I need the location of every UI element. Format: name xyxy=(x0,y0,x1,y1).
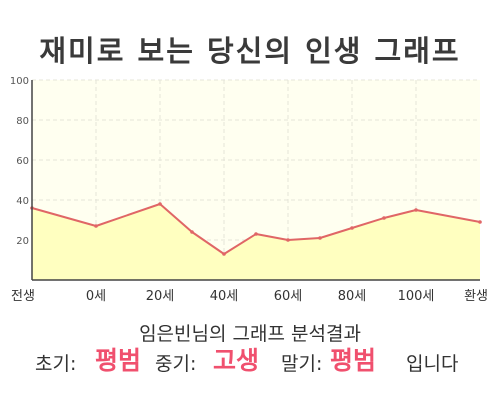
data-point-9 xyxy=(382,216,386,220)
middle-value: 고생 xyxy=(213,346,260,375)
middle-label: 중기: xyxy=(155,353,197,375)
data-point-5 xyxy=(254,232,258,236)
chart-title: 재미로 보는 당신의 인생 그래프 xyxy=(39,34,461,68)
x-tick-label: 100세 xyxy=(398,289,435,304)
data-point-8 xyxy=(350,226,354,230)
y-tick-label: 100 xyxy=(10,76,29,87)
data-point-7 xyxy=(318,236,322,240)
analysis-caption: 임은빈님의 그래프 분석결과 xyxy=(139,323,361,345)
x-tick-label: 0세 xyxy=(86,289,106,304)
y-tick-label: 60 xyxy=(16,156,29,167)
early-label: 초기: xyxy=(35,353,77,375)
y-tick-label: 80 xyxy=(16,116,29,127)
data-point-6 xyxy=(286,238,290,242)
life-line xyxy=(31,203,481,255)
data-point-2 xyxy=(158,202,162,206)
early-value: 평범 xyxy=(95,346,142,375)
x-tick-labels: 전생 0세 20세 40세 60세 80세 100세 환생 xyxy=(11,289,488,304)
y-tick-label: 20 xyxy=(16,236,29,247)
x-tick-label: 전생 xyxy=(11,289,35,304)
x-tick-label: 80세 xyxy=(338,289,367,304)
data-point-11 xyxy=(478,220,482,224)
y-tick-label: 40 xyxy=(16,196,29,207)
x-tick-label: 40세 xyxy=(210,289,239,304)
late-label: 말기: xyxy=(281,353,323,375)
ending-text: 입니다 xyxy=(406,353,459,375)
data-point-1 xyxy=(94,224,98,228)
x-tick-label: 20세 xyxy=(146,289,175,304)
late-value: 평범 xyxy=(330,346,377,375)
x-tick-label: 환생 xyxy=(464,289,488,304)
data-point-10 xyxy=(414,208,418,212)
data-points xyxy=(30,202,482,256)
y-tick-labels: 100 80 60 40 20 xyxy=(10,76,29,247)
x-tick-label: 60세 xyxy=(274,289,303,304)
data-point-3 xyxy=(190,230,194,234)
data-point-4 xyxy=(222,252,226,256)
